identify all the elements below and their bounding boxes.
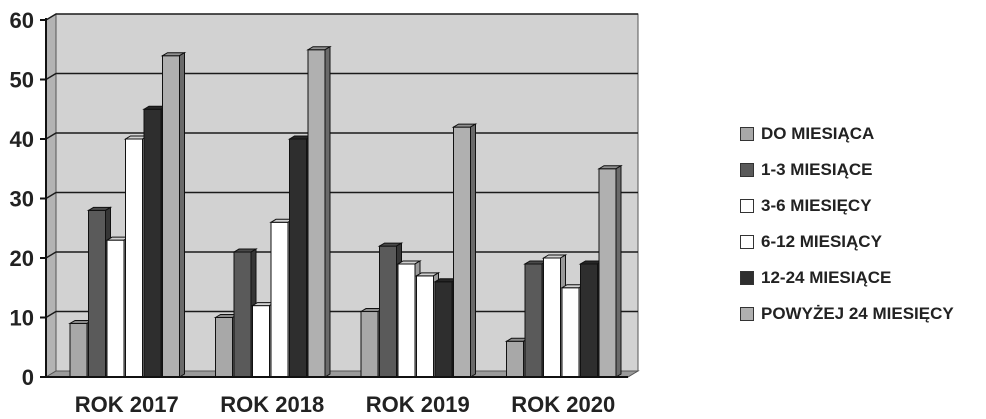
- legend-item: POWYŻEJ 24 MIESIĘCY: [740, 296, 954, 332]
- legend-item: 12-24 MIESIĄCE: [740, 260, 954, 296]
- y-tick-label: 10: [10, 306, 34, 331]
- legend-label: DO MIESIĄCA: [761, 124, 875, 143]
- legend-label: 1-3 MIESIĄCE: [761, 160, 873, 179]
- legend-item: 1-3 MIESIĄCE: [740, 152, 954, 188]
- x-tick-label: ROK 2019: [366, 392, 470, 417]
- bar: [306, 45, 332, 378]
- legend-swatch: [740, 163, 754, 177]
- legend-swatch: [740, 127, 754, 141]
- x-tick-label: ROK 2018: [220, 392, 324, 417]
- y-tick-label: 0: [22, 365, 34, 390]
- y-tick-label: 30: [10, 187, 34, 212]
- gridline: [45, 72, 638, 81]
- y-tick-label: 60: [10, 8, 34, 33]
- legend-item: DO MIESIĄCA: [740, 116, 954, 152]
- x-tick-label: ROK 2020: [511, 392, 615, 417]
- gridline: [45, 251, 638, 259]
- legend-label: POWYŻEJ 24 MIESIĘCY: [761, 304, 954, 323]
- legend-label: 6-12 MIESIĄCY: [761, 232, 882, 251]
- legend-swatch: [740, 307, 754, 321]
- y-tick-label: 20: [10, 246, 34, 271]
- legend-item: 3-6 MIESIĘCY: [740, 188, 954, 224]
- plot-area: [44, 13, 640, 378]
- legend-swatch: [740, 271, 754, 285]
- axes: ROK 2017 ROK 2018 ROK 2019 ROK 2020 0 10 20 30 4…: [10, 8, 628, 417]
- legend: DO MIESIĄCA 1-3 MIESIĄCE 3-6 MIESIĘCY 6-12 …: [740, 116, 954, 332]
- y-tick-label: 50: [10, 68, 34, 93]
- legend-label: 12-24 MIESIĄCE: [761, 268, 892, 287]
- gridline: [45, 13, 638, 21]
- x-tick-label: ROK 2017: [75, 392, 179, 417]
- bar: [451, 123, 478, 378]
- legend-label: 3-6 MIESIĘCY: [761, 196, 872, 215]
- gridline: [45, 191, 638, 200]
- gridline: [45, 132, 638, 140]
- legend-item: 6-12 MIESIĄCY: [740, 224, 954, 260]
- bar: [597, 164, 623, 378]
- legend-swatch: [740, 199, 754, 213]
- y-tick-label: 40: [10, 127, 34, 152]
- legend-swatch: [740, 235, 754, 249]
- bars: [68, 45, 623, 378]
- bar: [160, 51, 187, 378]
